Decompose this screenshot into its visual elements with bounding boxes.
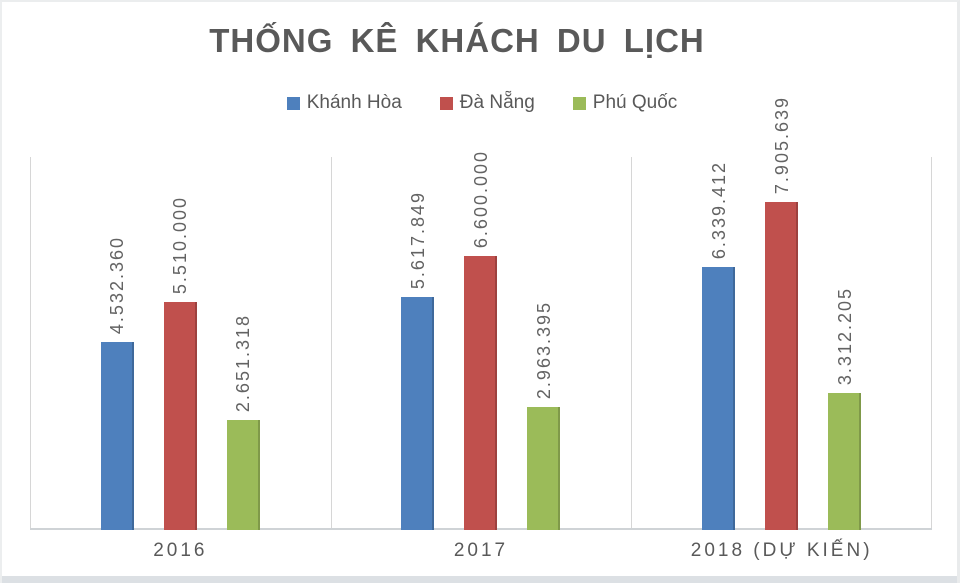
- bar-value-label: 6.600.000: [470, 150, 491, 249]
- bar-value-label: 3.312.205: [834, 286, 855, 385]
- bar-value-label: 5.510.000: [170, 195, 191, 294]
- bar: [401, 297, 435, 530]
- bar-value-label: 7.905.639: [771, 96, 792, 195]
- legend-label: Khánh Hòa: [306, 92, 402, 113]
- legend-item: Khánh Hòa: [286, 92, 402, 114]
- bar-group-2018 (DỰ KIẾN): 6.339.412 7.905.639 3.312.205: [631, 96, 932, 530]
- bar: [702, 267, 736, 530]
- category-label: 2018 (DỰ KIẾN): [690, 540, 873, 561]
- legend-item: Phú Quốc: [572, 92, 678, 114]
- legend-color-swatch: [439, 96, 453, 110]
- bar-slot: 3.312.205: [828, 157, 862, 530]
- category-label: 2017: [453, 540, 509, 561]
- bar-value-label: 5.617.849: [407, 191, 428, 290]
- bar-value-label: 6.339.412: [708, 161, 729, 260]
- legend-item: Đà Nẵng: [439, 92, 535, 114]
- bar-slot: 4.532.360: [100, 157, 134, 530]
- legend-label: Phú Quốc: [592, 92, 678, 113]
- bar: [765, 202, 799, 530]
- bar: [100, 342, 134, 530]
- bar: [226, 420, 260, 530]
- bar: [163, 301, 197, 530]
- bar: [527, 407, 561, 530]
- bar-slot: 2.651.318: [226, 157, 260, 530]
- bar-group-2016: 4.532.360 5.510.000 2.651.318: [30, 157, 331, 530]
- bar-value-label: 4.532.360: [107, 236, 128, 335]
- bar: [828, 392, 862, 530]
- chart-title: THỐNG KÊ KHÁCH DU LỊCH: [209, 22, 705, 59]
- bar: [464, 256, 498, 530]
- bar-slot: 6.600.000: [464, 150, 498, 530]
- legend-color-swatch: [286, 96, 300, 110]
- chart-legend: Khánh Hòa Đà Nẵng Phú Quốc: [2, 92, 957, 114]
- bar-slot: 5.510.000: [163, 157, 197, 530]
- bar-slot: 6.339.412: [702, 157, 736, 530]
- legend-label: Đà Nẵng: [459, 92, 535, 113]
- bar-slot: 2.963.395: [527, 157, 561, 530]
- bar-slot: 7.905.639: [765, 96, 799, 530]
- plot-border-left: [30, 157, 31, 530]
- category-divider: [330, 157, 332, 530]
- plot-area: 4.532.360 5.510.000 2.651.318 5.617.849 6.60…: [30, 96, 932, 530]
- plot-border-right: [931, 157, 932, 530]
- window-bottom-edge: [2, 576, 957, 583]
- bar-value-label: 2.963.395: [533, 301, 554, 400]
- bar-value-label: 2.651.318: [233, 314, 254, 413]
- category-axis-labels: 2016 2017 2018 (DỰ KIẾN): [30, 540, 932, 562]
- legend-color-swatch: [572, 96, 586, 110]
- bar-group-2017: 5.617.849 6.600.000 2.963.395: [331, 150, 632, 530]
- bar-slot: 5.617.849: [401, 157, 435, 530]
- category-label: 2016: [153, 540, 208, 561]
- category-divider: [631, 157, 633, 530]
